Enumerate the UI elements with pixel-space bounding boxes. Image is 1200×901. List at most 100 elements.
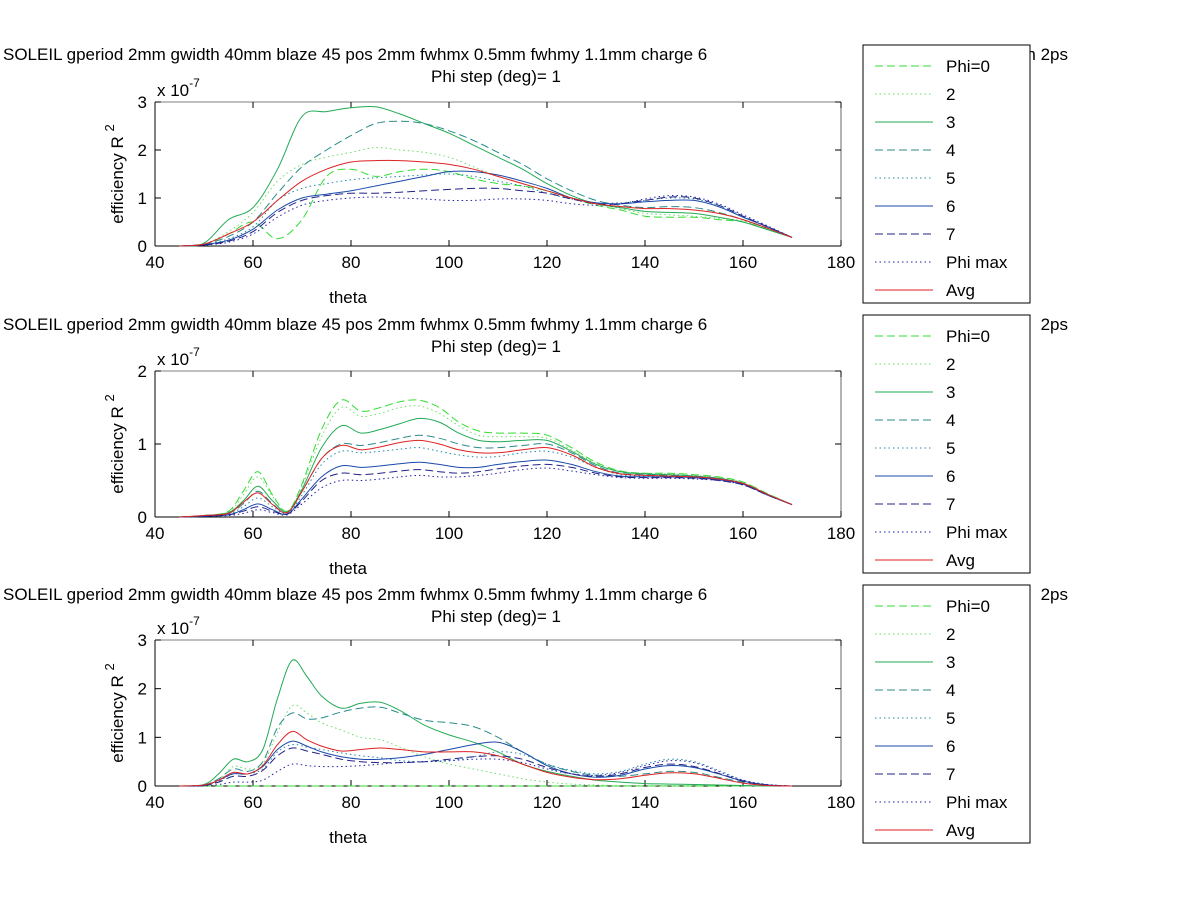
y-axis-label-exponent: 2 [102,124,117,131]
legend: Phi=0 2 3 4 5 6 7 Phi max Avg [862,584,1031,844]
series-line-5 [179,743,793,787]
series-line-7 [179,187,793,247]
legend-entry-label: 6 [946,467,955,486]
y-multiplier-base: x 10 [157,350,189,369]
x-tick-label: 40 [146,253,165,272]
chart-title: SOLEIL gperiod 2mm gwidth 40mm blaze 45 … [3,315,707,334]
legend-entry-label: Phi max [946,793,1008,812]
x-tick-label: 60 [244,253,263,272]
series-line-4 [179,706,793,787]
legend-entry-label: Phi=0 [946,57,990,76]
series-line-avg [179,730,793,787]
x-axis-label: theta [329,288,367,307]
chart-panel-3: 40 60 80 100 120 140 160 180 0 1 2 3 x 10-7 theta effi… [3,584,1068,847]
y-axis-label-text: efficiency R [108,670,127,762]
x-tick-label: 160 [729,253,757,272]
y-multiplier-exponent: -7 [189,345,200,359]
chart-subtitle: Phi step (deg)= 1 [431,67,561,86]
y-tick-label: 2 [138,141,147,160]
x-tick-label: 80 [342,253,361,272]
series-line-4 [179,120,793,247]
y-multiplier: x 10-7 [157,345,200,369]
legend-entry-label: 7 [946,225,955,244]
x-tick-label: 180 [827,793,855,812]
x-tick-label: 140 [631,253,659,272]
chart-title: SOLEIL gperiod 2mm gwidth 40mm blaze 45 … [3,585,707,604]
chart-subtitle: Phi step (deg)= 1 [431,337,561,356]
x-tick-label: 160 [729,793,757,812]
series-line-phi-max [179,758,793,787]
y-multiplier-exponent: -7 [189,614,200,628]
y-multiplier: x 10-7 [157,76,200,100]
x-tick-label: 80 [342,524,361,543]
x-tick-label: 100 [435,253,463,272]
series-line-phi-0 [179,168,793,247]
y-multiplier-exponent: -7 [189,76,200,90]
y-tick-label: 0 [138,777,147,796]
legend-entry-label: 5 [946,169,955,188]
series-line-6 [179,459,793,518]
x-tick-label: 180 [827,253,855,272]
y-axis-label-exponent: 2 [102,394,117,401]
series-line-avg [179,159,793,247]
x-tick-label: 160 [729,524,757,543]
legend: Phi=0 2 3 4 5 6 7 Phi max Avg [862,314,1031,574]
series-line-phi-0 [179,399,793,518]
x-tick-label: 120 [533,793,561,812]
chart-title: SOLEIL gperiod 2mm gwidth 40mm blaze 45 … [3,45,707,64]
legend-entry-label: Phi max [946,253,1008,272]
x-tick-label: 80 [342,793,361,812]
legend-entry-label: 5 [946,709,955,728]
legend-entry-label: 4 [946,411,955,430]
legend-entry-label: 4 [946,681,955,700]
x-tick-label: 120 [533,524,561,543]
x-tick-label: 180 [827,524,855,543]
x-axis-label: theta [329,559,367,578]
y-tick-label: 0 [138,237,147,256]
chart-panel-1: 40 60 80 100 120 140 160 180 0 1 2 3 x 10-7 theta effi… [3,44,1068,307]
y-tick-label: 1 [138,728,147,747]
legend-entry-label: 3 [946,113,955,132]
y-tick-label: 2 [138,362,147,381]
series-line-3 [179,659,793,787]
series-line-4 [179,434,793,518]
y-multiplier: x 10-7 [157,614,200,638]
y-multiplier-base: x 10 [157,81,189,100]
legend-entry-label: Avg [946,281,975,300]
y-axis-label-exponent: 2 [102,663,117,670]
legend-entry-label: 2 [946,625,955,644]
x-tick-label: 60 [244,524,263,543]
legend-box [862,314,1031,574]
series-lines [179,399,793,518]
legend-entry-label: 7 [946,495,955,514]
legend-entry-label: 5 [946,439,955,458]
x-tick-label: 100 [435,524,463,543]
y-tick-label: 3 [138,631,147,650]
y-axis-label-text: efficiency R [108,401,127,493]
series-line-3 [179,417,793,518]
y-axis-label: efficiency R 2 [102,124,127,224]
series-line-3 [179,105,793,247]
y-tick-label: 1 [138,435,147,454]
chart-subtitle: Phi step (deg)= 1 [431,607,561,626]
x-tick-label: 140 [631,524,659,543]
legend-box [862,44,1031,304]
legend-entry-label: Avg [946,821,975,840]
legend-entry-label: 2 [946,355,955,374]
series-lines [179,659,793,787]
x-tick-label: 40 [146,524,165,543]
chart-title-tail: h 2ps [1026,45,1068,64]
y-axis-label-text: efficiency R [108,131,127,223]
y-multiplier-base: x 10 [157,619,189,638]
legend-entry-label: 3 [946,653,955,672]
x-tick-label: 60 [244,793,263,812]
legend-entry-label: 3 [946,383,955,402]
y-axis-label: efficiency R 2 [102,394,127,494]
y-tick-label: 1 [138,189,147,208]
legend-entry-label: 7 [946,765,955,784]
series-line-5 [179,173,793,247]
series-line-phi-max [179,195,793,247]
legend-entry-label: Phi=0 [946,597,990,616]
series-line-2 [179,704,792,787]
